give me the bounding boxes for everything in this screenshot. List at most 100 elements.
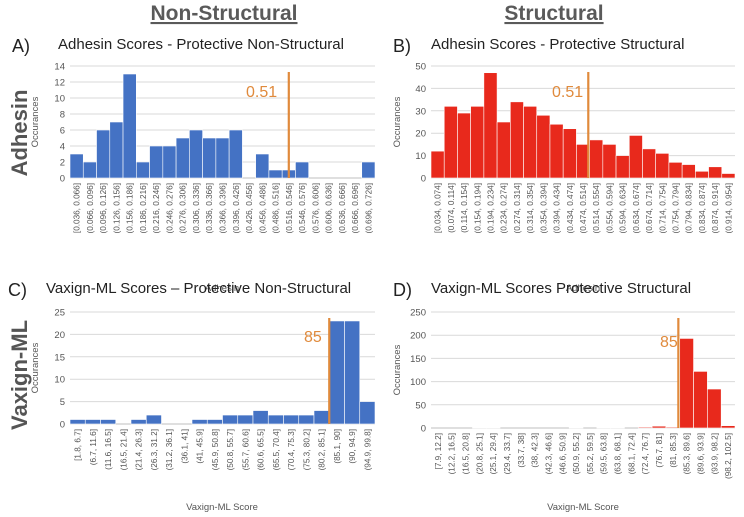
y-tick-label: 30 bbox=[415, 106, 426, 117]
bar bbox=[693, 371, 708, 429]
bar bbox=[202, 137, 217, 179]
bar bbox=[562, 128, 577, 179]
bar bbox=[510, 101, 524, 179]
bar bbox=[602, 144, 617, 179]
x-tick-label: (46.6, 50.9] bbox=[558, 433, 567, 474]
x-tick-label: (0.126, 0.156] bbox=[112, 183, 121, 234]
x-tick-label: (59.5, 63.8] bbox=[600, 433, 609, 474]
panel-label: D) bbox=[393, 280, 412, 300]
y-tick-label: 10 bbox=[415, 151, 426, 162]
threshold-label: 85 bbox=[660, 334, 678, 351]
x-tick-label: (0.636, 0.666] bbox=[338, 183, 347, 234]
bar bbox=[470, 106, 485, 179]
y-tick-label: 0 bbox=[60, 174, 65, 185]
bar bbox=[298, 414, 315, 425]
x-tick-label: (16.5, 21.4] bbox=[119, 429, 128, 470]
bar bbox=[536, 114, 551, 179]
bar bbox=[109, 121, 124, 179]
x-tick-label: (0.606, 0.636] bbox=[325, 183, 334, 234]
bar bbox=[720, 425, 736, 429]
x-tick-label: (0.074, 0.114] bbox=[447, 183, 456, 233]
x-tick-label: (89.6, 93.9] bbox=[696, 433, 705, 474]
bar bbox=[268, 169, 283, 179]
x-axis-label: Adhesin bbox=[205, 283, 239, 294]
x-tick-label: (0.246, 0.276] bbox=[165, 183, 174, 234]
bar bbox=[549, 123, 564, 179]
y-tick-label: 150 bbox=[410, 354, 426, 365]
bar bbox=[228, 129, 243, 179]
x-tick-label: (0.554, 0.594] bbox=[605, 183, 614, 234]
bar bbox=[668, 162, 683, 179]
x-tick-label: (31.2, 36.1] bbox=[165, 429, 174, 470]
x-tick-label: (80.2, 85.1] bbox=[318, 429, 327, 470]
x-tick-label: (38, 42.3] bbox=[531, 433, 540, 468]
y-tick-label: 8 bbox=[60, 110, 65, 121]
x-tick-label: (93.9, 98.2] bbox=[710, 433, 719, 474]
x-tick-label: (68.1, 72.4] bbox=[627, 433, 636, 474]
y-tick-label: 12 bbox=[54, 78, 65, 89]
header-non-structural: Non-Structural bbox=[151, 2, 298, 25]
x-tick-label: (55.2, 59.5] bbox=[586, 433, 595, 474]
x-tick-label: (75.3, 80.2] bbox=[302, 429, 311, 470]
chart-panel-d: D) Vaxign-ML Scores Protective Structural… bbox=[392, 280, 736, 513]
bar bbox=[359, 401, 376, 425]
x-tick-label: (85.3, 89.6] bbox=[683, 433, 692, 474]
bar bbox=[215, 137, 230, 179]
y-tick-label: 20 bbox=[54, 330, 65, 341]
y-tick-label: 100 bbox=[410, 377, 426, 388]
x-tick-label: (0.674, 0.714] bbox=[645, 183, 654, 234]
bar bbox=[237, 414, 254, 425]
x-tick-label: (98.2, 102.5] bbox=[724, 433, 733, 479]
y-tick-label: 5 bbox=[60, 397, 65, 408]
x-tick-label: (36.1, 41] bbox=[180, 429, 189, 464]
x-tick-label: (0.276, 0.306] bbox=[179, 183, 188, 234]
x-tick-label: (0.306, 0.336] bbox=[192, 183, 201, 234]
header-structural: Structural bbox=[504, 2, 603, 25]
x-tick-label: (72.4, 76.7] bbox=[641, 433, 650, 474]
y-tick-label: 15 bbox=[54, 352, 65, 363]
threshold-label: 85 bbox=[304, 329, 322, 346]
x-tick-label: (0.754, 0.794] bbox=[672, 183, 681, 234]
x-tick-label: (90, 94.9] bbox=[348, 429, 357, 464]
x-tick-label: (0.066, 0.096] bbox=[86, 183, 95, 234]
bar bbox=[96, 129, 111, 179]
chart-title: Adhesin Scores - Protective Structural bbox=[431, 36, 684, 53]
y-tick-label: 0 bbox=[421, 424, 426, 435]
y-tick-label: 10 bbox=[54, 375, 65, 386]
x-tick-label: (0.394, 0.434] bbox=[553, 183, 562, 234]
x-tick-label: (6.7, 11.6] bbox=[89, 429, 98, 465]
bar bbox=[328, 320, 345, 425]
x-tick-label: (20.8, 25.1] bbox=[475, 433, 484, 474]
x-axis-label: Vaxign-ML Score bbox=[186, 502, 258, 513]
bar bbox=[100, 419, 117, 425]
x-tick-label: (29.4, 33.7] bbox=[503, 433, 512, 474]
y-tick-label: 250 bbox=[410, 308, 426, 319]
y-axis-label: Occurances bbox=[392, 344, 403, 395]
x-tick-label: (0.714, 0.754] bbox=[658, 183, 667, 234]
bar bbox=[84, 419, 101, 425]
x-tick-label: (0.096, 0.126] bbox=[99, 183, 108, 234]
x-tick-label: (55.7, 60.6] bbox=[241, 429, 250, 470]
chart-panel-b: B) Adhesin Scores - Protective Structural… bbox=[392, 36, 736, 294]
threshold-label: 0.51 bbox=[552, 84, 583, 101]
row-label-vaxign: Vaxign-ML bbox=[7, 320, 32, 430]
panel-label: B) bbox=[393, 36, 411, 56]
x-tick-label: (11.6, 16.5] bbox=[104, 429, 113, 470]
bar bbox=[69, 153, 84, 179]
x-tick-label: (0.514, 0.554] bbox=[592, 183, 601, 234]
bar bbox=[651, 425, 667, 429]
bar bbox=[283, 414, 300, 425]
bar bbox=[191, 419, 208, 425]
x-tick-label: (41, 45.9] bbox=[196, 429, 205, 464]
bar bbox=[313, 410, 330, 425]
x-tick-label: [1.8, 6.7] bbox=[74, 429, 83, 461]
x-tick-label: (0.154, 0.194] bbox=[473, 183, 482, 234]
bar bbox=[443, 106, 458, 179]
bar bbox=[361, 161, 376, 179]
bar bbox=[252, 410, 269, 425]
bar bbox=[430, 150, 445, 179]
bar bbox=[206, 419, 223, 425]
bar bbox=[149, 145, 164, 179]
panel-label: A) bbox=[12, 36, 30, 56]
